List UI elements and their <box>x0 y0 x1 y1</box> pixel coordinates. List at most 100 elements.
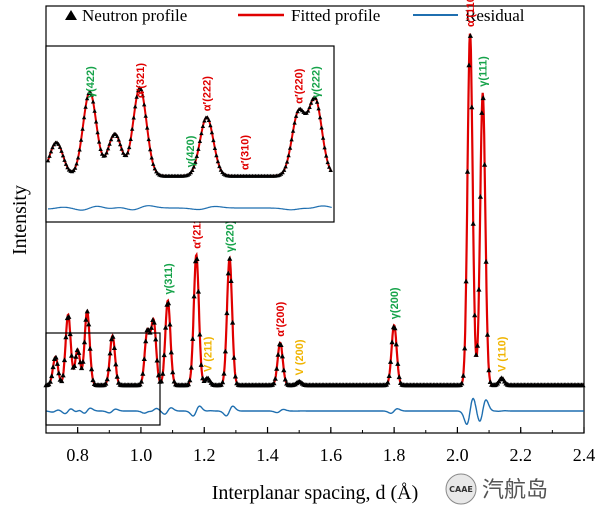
inset-neutron-point <box>197 139 203 143</box>
inset-neutron-point <box>199 131 204 136</box>
inset-neutron-point <box>133 104 138 109</box>
inset-neutron-point <box>211 138 216 143</box>
neutron-point <box>271 380 277 386</box>
inset-neutron-point <box>290 128 296 133</box>
neutron-point <box>168 349 174 355</box>
y-axis-title: Intensity <box>9 185 31 255</box>
inset-neutron-point <box>60 153 66 158</box>
inset-neutron-point <box>128 137 133 141</box>
neutron-point <box>191 293 197 299</box>
inset-neutron-point <box>314 99 320 104</box>
neutron-point <box>221 370 227 376</box>
neutron-point <box>67 331 73 337</box>
neutron-point <box>87 345 93 351</box>
neutron-point <box>80 359 86 364</box>
inset-neutron-point <box>84 96 90 101</box>
neutron-point <box>56 370 62 376</box>
neutron-point <box>61 357 68 363</box>
inset-neutron-point <box>95 130 100 135</box>
neutron-point <box>143 338 149 344</box>
inset-neutron-point <box>119 146 124 151</box>
inset-neutron-point <box>90 99 96 104</box>
neutron-point <box>108 336 115 342</box>
neutron-point <box>167 321 173 327</box>
neutron-point <box>190 336 196 341</box>
legend-neutron-label: Neutron profile <box>82 6 187 25</box>
inset-neutron-series <box>45 85 333 178</box>
zoom-region-box <box>45 332 161 426</box>
inset-neutron-point <box>115 134 120 138</box>
neutron-point <box>459 380 465 386</box>
inset-neutron-point <box>116 137 121 142</box>
inset-neutron-point <box>65 165 70 170</box>
inset-neutron-point <box>322 145 327 150</box>
inset-neutron-point <box>62 157 67 162</box>
neutron-point <box>282 376 288 382</box>
inset-neutron-point <box>102 153 108 158</box>
inset-peak-label: α′(220) <box>294 68 306 103</box>
neutron-point <box>477 194 483 199</box>
inset-frame <box>45 45 335 223</box>
inset-neutron-point <box>212 146 218 150</box>
neutron-point <box>84 308 90 314</box>
neutron-point <box>231 355 237 360</box>
neutron-point <box>63 334 69 340</box>
x-tick-label: 2.2 <box>509 445 532 465</box>
peak-label: γ(111) <box>478 56 490 87</box>
peak-label: V (200) <box>294 339 306 375</box>
inset-neutron-point <box>57 144 63 149</box>
x-axis: 0.8 1.0 1.2 1.4 1.6 1.8 2.0 2.2 2.4 <box>45 427 595 465</box>
inset-neutron-point <box>217 164 222 169</box>
inset-neutron-point <box>295 109 300 114</box>
neutron-point <box>388 359 394 364</box>
inset-neutron-point <box>214 153 219 158</box>
inset-neutron-point <box>124 153 129 158</box>
inset-neutron-point <box>316 106 321 111</box>
neutron-point <box>89 366 95 372</box>
inset-neutron-point <box>59 148 64 153</box>
neutron-point <box>467 33 473 38</box>
neutron-point <box>466 62 472 68</box>
neutron-point <box>385 379 391 385</box>
neutron-point <box>483 258 489 264</box>
inset-neutron-point <box>281 167 287 172</box>
neutron-point <box>153 336 159 342</box>
inset-neutron-point <box>151 161 156 166</box>
neutron-point <box>580 382 586 388</box>
neutron-point <box>114 373 120 379</box>
inset-neutron-point <box>104 150 109 155</box>
neutron-point <box>389 339 395 345</box>
x-tick-label: 1.6 <box>320 445 343 465</box>
peak-label: α′(110) <box>465 0 477 27</box>
inset-neutron-point <box>105 146 111 151</box>
inset-neutron-point <box>98 147 103 151</box>
x-tick-label: 0.8 <box>66 445 89 465</box>
inset-neutron-point <box>89 92 94 97</box>
neutron-point <box>197 331 203 337</box>
main-peak-labels: γ(311) α′(211) V (211) γ(220) α′(200) V (200)… <box>163 0 509 376</box>
inset-neutron-point <box>143 113 148 118</box>
inset-neutron-point <box>205 115 210 120</box>
inset-neutron-point <box>48 149 54 154</box>
inset-neutron-point <box>78 137 84 142</box>
inset-neutron-point <box>324 153 329 158</box>
neutron-point <box>59 378 65 384</box>
inset-neutron-point <box>308 100 314 105</box>
inset-neutron-point <box>107 141 112 146</box>
x-axis-title: Interplanar spacing, d (Å) <box>212 482 419 504</box>
watermark-text: 汽航岛 <box>482 478 548 503</box>
neutron-point <box>228 278 234 283</box>
neutron-point <box>111 345 117 350</box>
inset-neutron-point <box>305 108 311 113</box>
inset-neutron-point <box>142 102 147 107</box>
inset-neutron-point <box>280 170 285 175</box>
inset-neutron-point <box>87 89 93 94</box>
inset-neutron-point <box>200 124 206 128</box>
inset-neutron-point <box>72 165 78 170</box>
neutron-point <box>470 221 476 226</box>
neutron-point <box>154 357 160 363</box>
inset-neutron-point <box>148 147 153 152</box>
inset-neutron-point <box>325 160 330 165</box>
inset-neutron-point <box>108 137 114 142</box>
